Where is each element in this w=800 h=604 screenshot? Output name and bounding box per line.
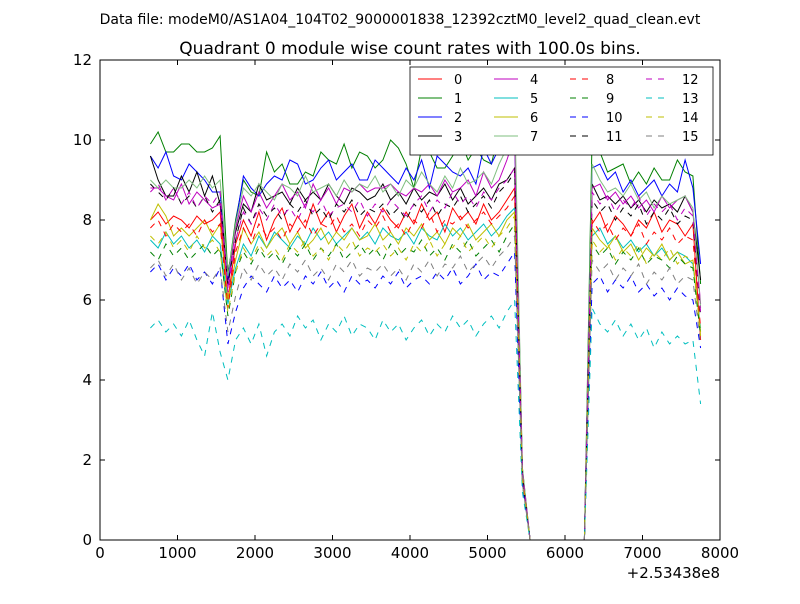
y-tick-label: 12 [73,51,92,69]
series-line-14 [150,214,702,540]
x-tick-label: 6000 [546,544,584,562]
series-line-10 [150,250,702,540]
series-line-3 [149,155,702,540]
y-tick-label: 0 [82,531,92,549]
x-offset-label: +2.53438e8 [627,564,720,582]
legend-label-7: 7 [530,130,538,145]
x-tick-label: 3000 [313,544,351,562]
chart-title: Quadrant 0 module wise count rates with … [179,39,640,59]
legend-label-9: 9 [606,92,614,107]
legend-label-0: 0 [454,73,462,88]
series-line-2 [149,135,702,540]
x-tick-label: 5000 [468,544,506,562]
legend-label-1: 1 [454,92,462,107]
suptitle: Data file: modeM0/AS1A04_104T02_90000018… [100,12,701,28]
legend-label-2: 2 [454,111,462,126]
x-tick-label: 8000 [701,544,739,562]
series-line-9 [150,222,702,540]
series-line-0 [150,186,702,540]
legend-label-12: 12 [682,73,699,88]
series-line-11 [150,170,702,540]
axes-layer: 0 1000 2000 3000 4000 5000 6000 7000 80000246810… [73,51,739,562]
x-tick-label: 7000 [623,544,661,562]
x-tick-label: 4000 [391,544,429,562]
y-tick-label: 6 [82,291,92,309]
legend-label-3: 3 [454,130,462,145]
series-line-1 [149,119,702,540]
legend-box [409,66,714,156]
series-line-15 [150,234,702,540]
y-tick-label: 8 [82,211,92,229]
y-tick-label: 2 [82,451,92,469]
series-line-7 [150,103,702,540]
legend-label-4: 4 [530,73,538,88]
series-line-4 [150,135,702,540]
legend-label-6: 6 [530,111,538,126]
legend-label-8: 8 [606,73,614,88]
legend-label-10: 10 [606,111,623,126]
x-tick-label: 0 [95,544,105,562]
y-tick-label: 4 [82,371,92,389]
legend-label-11: 11 [606,130,623,145]
x-tick-label: 2000 [236,544,274,562]
x-tick-label: 1000 [158,544,196,562]
legend-label-13: 13 [682,92,699,107]
y-tick-label: 10 [73,131,92,149]
legend-label-14: 14 [682,111,699,126]
series-line-12 [150,166,702,540]
series-layer [149,103,702,540]
legend-label-15: 15 [682,130,699,145]
series-line-13 [150,298,702,540]
legend-label-5: 5 [530,92,538,107]
